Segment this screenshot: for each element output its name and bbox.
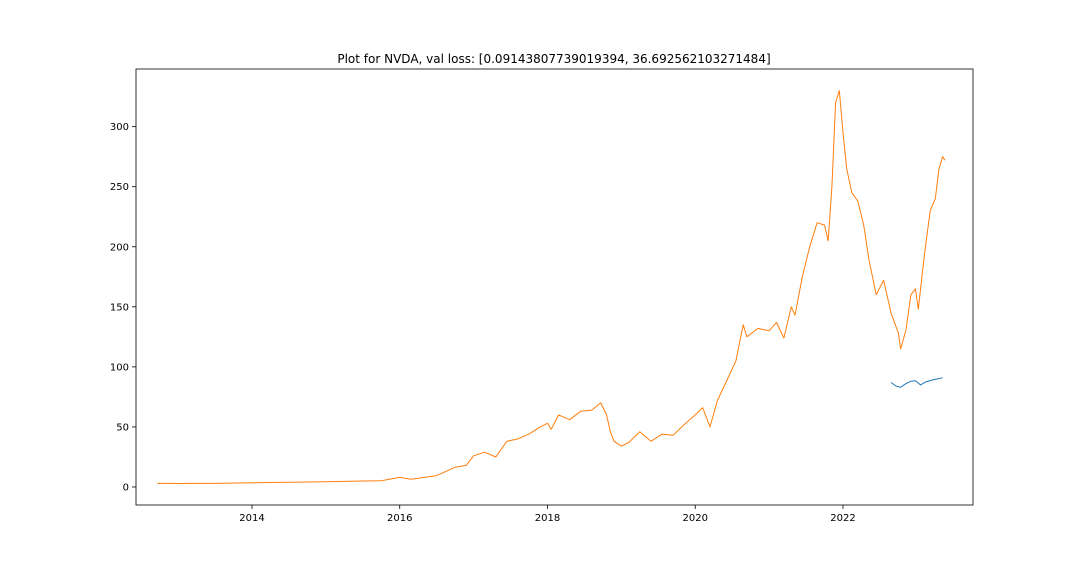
x-axis-ticks: 2014 2016 2018 2020 2022 — [239, 505, 856, 524]
plot-area-frame — [135, 68, 974, 506]
y-tick-label: 0 — [123, 482, 129, 493]
x-tick-label: 2018 — [535, 513, 560, 524]
series-layer — [157, 90, 946, 484]
y-tick-label: 50 — [116, 422, 129, 433]
x-tick-label: 2022 — [830, 513, 855, 524]
x-tick-label: 2014 — [239, 513, 264, 524]
x-tick-label: 2020 — [683, 513, 708, 524]
chart-title: Plot for NVDA, val loss: [0.091438077390… — [337, 52, 770, 66]
x-tick-label: 2016 — [387, 513, 412, 524]
y-tick-label: 200 — [110, 242, 129, 253]
series-line-2 — [890, 377, 943, 388]
y-tick-label: 150 — [110, 302, 129, 313]
y-tick-label: 300 — [110, 122, 129, 133]
y-axis-ticks: 0 50 100 150 200 250 300 — [110, 122, 136, 493]
y-tick-label: 100 — [110, 362, 129, 373]
y-tick-label: 250 — [110, 182, 129, 193]
series-line-1 — [157, 90, 946, 484]
